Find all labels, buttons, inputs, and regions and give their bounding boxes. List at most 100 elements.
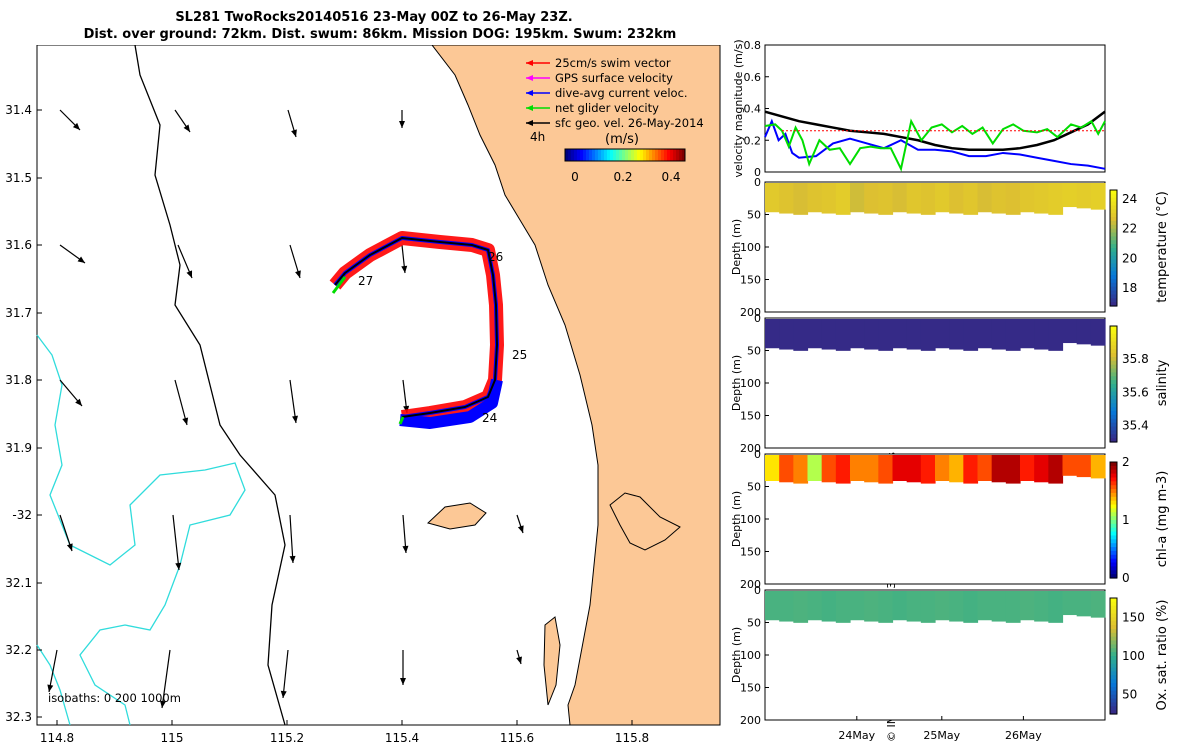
profile-colorbar-label: chl-a (mg m-3) [1155,471,1170,568]
legend-arrow [526,60,550,66]
profile-colorbar-cell [1110,345,1117,350]
speed-colorbar-cell [601,149,605,161]
profile-colorbar-cell [1110,414,1117,420]
legend-label: GPS surface velocity [555,71,673,85]
profile-colorbar-cell [1110,675,1117,680]
speed-colorbar-cell [634,149,638,161]
speed-colorbar-cell [622,149,626,161]
profile-colorbar-cell [1110,504,1117,509]
legend-label: sfc geo. vel. 26-May-2014 [555,116,704,130]
sfc-geo-arrow-head [516,656,522,664]
speed-colorbar-cell [682,149,686,161]
sfc-geo-arrow [59,379,83,407]
profile-colorbar-cell [1110,617,1117,622]
lon-tick-label: 114.8 [40,731,74,745]
profile-cell [821,591,837,622]
profile-colorbar-cell [1110,671,1117,676]
profile-ylabel: Depth (m) [730,219,743,275]
colorbar-unit-label: (m/s) [605,132,639,147]
land-mass [431,45,721,726]
profile-cell [977,183,993,213]
island [427,502,487,530]
profile-xtick-label: 26May [1005,729,1042,742]
profile-cell [935,319,950,349]
speed-colorbar-cell [568,149,572,161]
profile-ytick-label: 200 [740,442,761,455]
profile-ytick-label: 50 [747,345,761,358]
profile-colorbar-cell [1110,259,1117,265]
profile-cell [779,319,794,350]
profile-cell [935,591,950,621]
day-label: 27 [358,274,373,288]
sfc-geo-arrow-head [175,562,182,570]
profile-cell [920,591,936,623]
lat-tick-label: -32 [12,508,32,522]
velocity-ytick-label: 0.8 [744,39,762,52]
profile-colorbar-cell [1110,294,1117,299]
legend-arrow [526,75,550,81]
profile-cell [963,183,979,215]
profile-colorbar-cell [1110,391,1117,397]
speed-colorbar-tick: 0 [571,170,579,184]
profile-colorbar-cell [1110,702,1117,707]
profile-ytick-label: 150 [740,410,761,423]
day-label: 24 [482,411,497,425]
profile-colorbar-tick: 24 [1122,192,1137,206]
day-label: 26 [488,250,503,264]
profile-colorbar-cell [1110,356,1117,362]
profile-cell [835,591,851,623]
profile-cell [807,591,823,621]
profile-cell [1062,455,1078,476]
profile-cell [1034,183,1049,214]
profile-cell [892,591,908,621]
speed-colorbar-cell [595,149,599,161]
profile-colorbar-cell [1110,477,1117,482]
profile-cell [835,319,851,351]
speed-colorbar-cell [643,149,647,161]
isobath-200 [134,45,286,726]
legend-label: dive-avg current veloc. [555,86,688,100]
speed-colorbar-cell [580,149,584,161]
speed-colorbar-cell [616,149,620,161]
lat-tick-label: 31.4 [5,103,32,117]
profile-ytick-label: 100 [740,649,761,662]
profile-cell [935,183,950,213]
isobath-1000 [36,334,246,726]
speed-colorbar-cell [598,149,602,161]
profile-cell [821,455,837,483]
profile-colorbar-cell [1110,698,1117,703]
profile-cell [1048,319,1064,351]
profile-cell [1005,183,1021,215]
profile-xtick-label: 24May [838,729,875,742]
profile-cell [1005,455,1021,484]
velocity-series-line [764,110,1106,152]
speed-colorbar-cell [664,149,668,161]
interval-label: 4h [530,130,545,144]
profile-colorbar-cell [1110,418,1117,424]
profile-colorbar-cell [1110,438,1117,443]
profile-colorbar-cell [1110,298,1117,303]
profile-cell [1048,591,1064,623]
profile-colorbar-cell [1110,302,1117,307]
profile-cell [878,455,894,484]
profile-ytick-label: 150 [740,546,761,559]
profile-cell [1034,591,1049,622]
profile-cell [1076,591,1092,617]
profile-colorbar-cell [1110,686,1117,692]
profile-cell [892,455,908,481]
speed-colorbar-cell [646,149,650,161]
profile-colorbar-cell [1110,220,1117,226]
profile-colorbar-cell [1110,275,1117,280]
profile-cell [977,455,993,481]
profile-colorbar-cell [1110,531,1117,537]
profile-colorbar-cell [1110,282,1117,288]
profile-colorbar-cell [1110,286,1117,292]
sfc-geo-arrow-head [159,700,166,708]
profile-colorbar-tick: 150 [1122,610,1145,624]
velocity-ytick-label: 0.4 [744,103,762,116]
sfc-geo-arrow-head [75,398,82,406]
lon-tick-label: 115.2 [270,731,304,745]
profile-cell [1076,183,1092,209]
profile-cell [906,591,922,622]
profile-cell [1048,183,1064,215]
